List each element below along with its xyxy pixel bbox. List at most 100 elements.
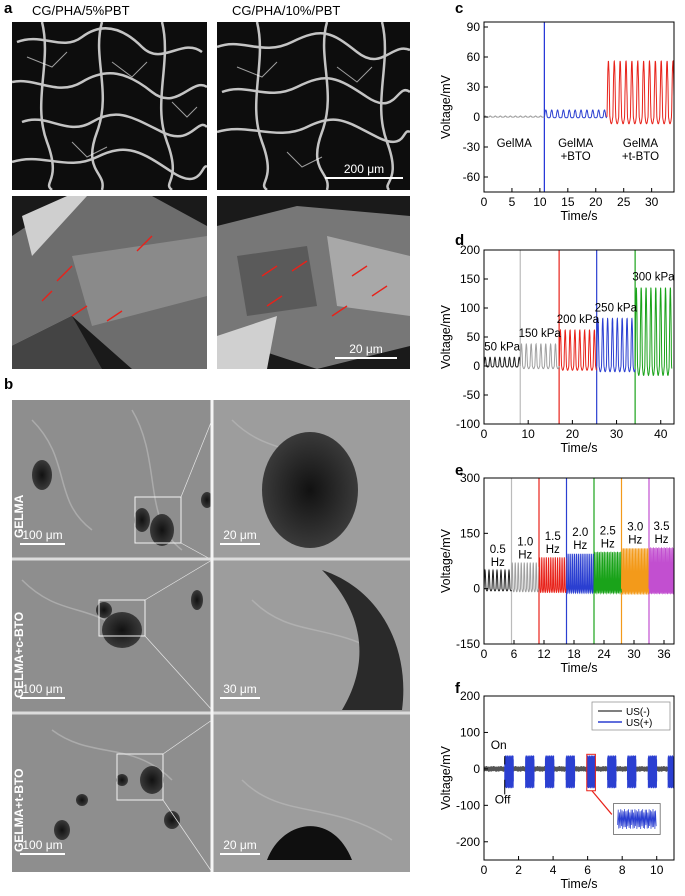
- y-tick-label: -50: [463, 388, 481, 402]
- zoom-arrow: [591, 790, 613, 815]
- scalebar-100um: 100 μm: [20, 528, 65, 545]
- burst-us-plus-1: [525, 755, 535, 789]
- y-tick-label: 100: [460, 301, 480, 315]
- segment-label: 200 kPa: [557, 314, 600, 326]
- sem-strut-texture: [217, 196, 410, 369]
- axes-frame: [483, 477, 675, 645]
- sem-foam-texture: [12, 22, 207, 190]
- caption-10pbt: CG/PHA/10%/PBT: [232, 3, 341, 18]
- sem-image-5pbt-high: [12, 196, 207, 369]
- scalebar-20um: 20 μm: [220, 838, 260, 855]
- y-tick-label: 90: [467, 20, 481, 34]
- sem-image-5pbt-low: [12, 22, 207, 190]
- segment-label: Hz: [546, 544, 560, 556]
- x-axis-label: Time/s: [560, 877, 597, 891]
- x-tick-label: 30: [610, 427, 624, 441]
- x-tick-label: 10: [522, 427, 536, 441]
- scalebar-line: [220, 697, 260, 699]
- segment-label: Hz: [601, 538, 615, 550]
- scalebar-line: [220, 543, 260, 545]
- segment-label: Hz: [654, 534, 668, 546]
- annotation-on: On: [491, 738, 507, 752]
- y-tick-label: -100: [456, 798, 480, 812]
- scalebar-label: 20 μm: [223, 838, 257, 852]
- y-tick-label: 50: [467, 330, 481, 344]
- series-line-6: [648, 547, 674, 595]
- segment-label: GelMA: [623, 138, 658, 150]
- y-axis-label: Voltage/mV: [440, 528, 453, 593]
- axes-frame: [483, 695, 675, 861]
- scalebar-20um: 20 μm: [220, 528, 260, 545]
- segment-label: Hz: [518, 549, 532, 561]
- panel-c-letter: c: [455, 0, 464, 17]
- series-line-2: [606, 60, 674, 125]
- x-tick-label: 20: [589, 195, 603, 209]
- x-tick-label: 6: [511, 647, 518, 661]
- panel-f-letter: f: [455, 680, 460, 697]
- x-tick-label: 36: [657, 647, 671, 661]
- x-tick-label: 18: [567, 647, 581, 661]
- scalebar-line: [220, 853, 260, 855]
- plot-area: [484, 22, 674, 192]
- legend-label: US(-): [626, 707, 650, 718]
- y-tick-label: 200: [460, 243, 480, 257]
- panel-a-letter: a: [4, 0, 13, 17]
- x-tick-label: 8: [619, 863, 626, 877]
- series-line-0: [484, 356, 521, 368]
- zoom-inset-signal: [617, 808, 657, 830]
- caption-5pbt: CG/PHA/5%PBT: [32, 3, 130, 18]
- series-line-1: [543, 109, 608, 119]
- x-tick-label: 5: [509, 195, 516, 209]
- segment-label: 250 kPa: [595, 302, 638, 314]
- scalebar-100um: 100 μm: [20, 682, 65, 699]
- scalebar-line: [325, 177, 403, 179]
- y-axis-label: Voltage/mV: [440, 304, 453, 369]
- burst-us-plus-0: [504, 755, 514, 789]
- segment-label: GelMA: [497, 138, 532, 150]
- scalebar-label: 100 μm: [22, 528, 63, 542]
- segment-label: 1.0: [517, 536, 533, 548]
- y-tick-label: 150: [460, 526, 480, 540]
- panel-e-letter: e: [455, 462, 464, 479]
- segment-label: Hz: [491, 557, 505, 569]
- series-line-1: [511, 562, 540, 593]
- scalebar-30um: 30 μm: [220, 682, 260, 699]
- x-tick-label: 40: [654, 427, 668, 441]
- series-line-4: [593, 551, 622, 595]
- burst-us-plus-7: [647, 755, 658, 789]
- x-tick-label: 30: [627, 647, 641, 661]
- burst-us-plus-2: [544, 755, 555, 789]
- segment-label: 150 kPa: [519, 328, 562, 340]
- segment-label: 1.5: [545, 531, 561, 543]
- x-tick-label: 10: [650, 863, 664, 877]
- y-tick-label: -200: [456, 835, 480, 849]
- series-line-us-minus: [484, 765, 674, 772]
- x-tick-label: 20: [566, 427, 580, 441]
- x-tick-label: 6: [584, 863, 591, 877]
- sem-grid-gelma: GELMA GELMA+c-BTO GELMA+t-BTO 100 μm 100…: [12, 400, 410, 872]
- series-line-2: [558, 328, 598, 371]
- scalebar-20um: 20 μm: [335, 342, 397, 359]
- x-axis-label: Time/s: [560, 209, 597, 223]
- x-tick-label: 2: [515, 863, 522, 877]
- x-tick-label: 0: [481, 863, 488, 877]
- segment-label: 2.0: [572, 527, 588, 539]
- scalebar-line: [20, 697, 65, 699]
- x-tick-label: 0: [481, 195, 488, 209]
- scalebar-200um: 200 μm: [325, 162, 403, 179]
- segment-label: 3.5: [654, 521, 670, 533]
- series-line-0: [484, 568, 512, 592]
- segment-label: GelMA: [558, 138, 593, 150]
- x-tick-label: 0: [481, 427, 488, 441]
- scalebar-label: 30 μm: [223, 682, 257, 696]
- series-line-2: [538, 557, 567, 594]
- axes-frame: [483, 21, 675, 193]
- sem-hydrogel-texture: [12, 400, 410, 872]
- sem-strut-texture: [12, 196, 207, 369]
- x-axis-label: Time/s: [560, 441, 597, 455]
- zoom-highlight: [586, 753, 596, 792]
- annotation-off: Off: [495, 793, 511, 807]
